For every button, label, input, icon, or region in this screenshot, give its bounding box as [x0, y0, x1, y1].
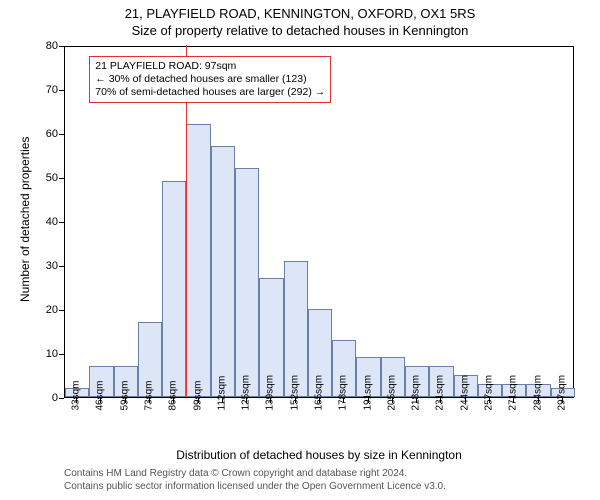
ytick-label: 20 [34, 304, 58, 316]
footer-line-2: Contains public sector information licen… [64, 481, 446, 494]
annotation-line: ← 30% of detached houses are smaller (12… [95, 73, 325, 86]
histogram-bar [162, 181, 186, 397]
chart-container: { "title": "21, PLAYFIELD ROAD, KENNINGT… [0, 0, 600, 500]
ytick-mark [59, 354, 64, 355]
ytick-label: 10 [34, 348, 58, 360]
annotation-line: 70% of semi-detached houses are larger (… [95, 86, 325, 99]
ytick-mark [59, 46, 64, 47]
xtick-mark [270, 398, 271, 403]
ytick-label: 80 [34, 40, 58, 52]
footer-attribution: Contains HM Land Registry data © Crown c… [64, 468, 446, 493]
xtick-mark [198, 398, 199, 403]
ytick-label: 50 [34, 172, 58, 184]
xtick-mark [392, 398, 393, 403]
ytick-label: 40 [34, 216, 58, 228]
xtick-mark [319, 398, 320, 403]
xtick-mark [76, 398, 77, 403]
xtick-mark [465, 398, 466, 403]
xtick-mark [489, 398, 490, 403]
xtick-mark [562, 398, 563, 403]
ytick-mark [59, 222, 64, 223]
ytick-label: 30 [34, 260, 58, 272]
ytick-label: 70 [34, 84, 58, 96]
annotation-box: 21 PLAYFIELD ROAD: 97sqm← 30% of detache… [89, 56, 331, 103]
y-axis-label: Number of detached properties [18, 137, 32, 302]
chart-subtitle: Size of property relative to detached ho… [0, 21, 600, 38]
xtick-mark [295, 398, 296, 403]
xtick-mark [368, 398, 369, 403]
chart-title: 21, PLAYFIELD ROAD, KENNINGTON, OXFORD, … [0, 0, 600, 21]
histogram-bar [186, 124, 210, 397]
histogram-bar [211, 146, 235, 397]
ytick-mark [59, 266, 64, 267]
xtick-mark [416, 398, 417, 403]
ytick-mark [59, 310, 64, 311]
ytick-label: 0 [34, 392, 58, 404]
xtick-mark [100, 398, 101, 403]
xtick-mark [125, 398, 126, 403]
xtick-mark [343, 398, 344, 403]
x-axis-label: Distribution of detached houses by size … [64, 448, 574, 462]
histogram-bar [235, 168, 259, 397]
xtick-mark [173, 398, 174, 403]
xtick-mark [222, 398, 223, 403]
ytick-mark [59, 134, 64, 135]
xtick-mark [440, 398, 441, 403]
ytick-mark [59, 178, 64, 179]
ytick-label: 60 [34, 128, 58, 140]
xtick-mark [538, 398, 539, 403]
plot-area: 21 PLAYFIELD ROAD: 97sqm← 30% of detache… [64, 46, 574, 398]
annotation-line: 21 PLAYFIELD ROAD: 97sqm [95, 60, 325, 73]
xtick-mark [246, 398, 247, 403]
footer-line-1: Contains HM Land Registry data © Crown c… [64, 468, 446, 481]
ytick-mark [59, 398, 64, 399]
xtick-mark [513, 398, 514, 403]
ytick-mark [59, 90, 64, 91]
xtick-mark [149, 398, 150, 403]
